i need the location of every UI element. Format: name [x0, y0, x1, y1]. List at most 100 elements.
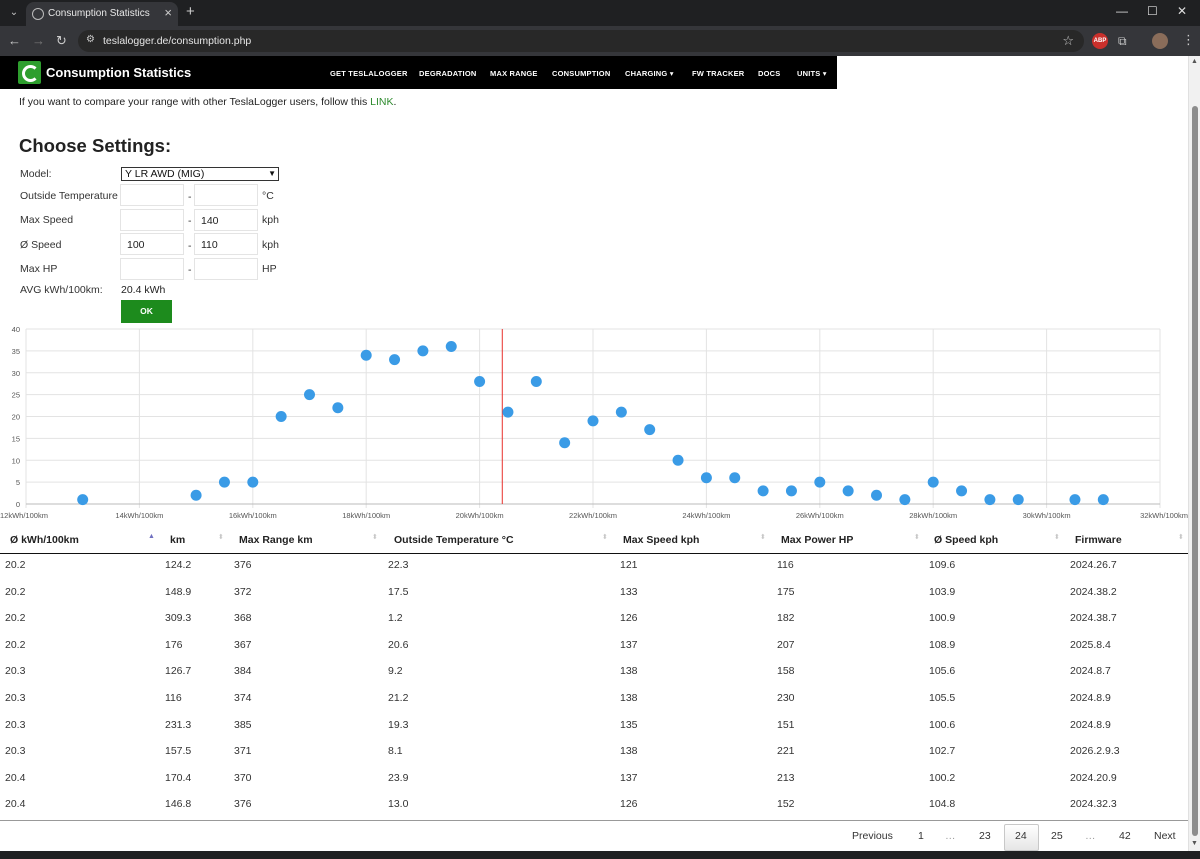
column-header[interactable]: Firmware [1075, 534, 1122, 546]
sort-icon[interactable]: ⬍ [914, 534, 920, 541]
sort-icon[interactable]: ⬍ [1054, 534, 1060, 541]
pagination-next[interactable]: Next [1154, 830, 1176, 842]
avg-speed-from-input[interactable]: 100 [120, 233, 184, 255]
scrollbar-thumb[interactable] [1192, 106, 1198, 836]
window-close-icon[interactable]: ✕ [1177, 4, 1188, 18]
sort-icon[interactable]: ⬍ [602, 534, 608, 541]
pagination-ellipsis: … [1085, 830, 1096, 842]
outside-temp-to-input[interactable] [194, 184, 258, 206]
column-header[interactable]: Ø kWh/100km [10, 534, 79, 546]
nav-degradation[interactable]: DEGRADATION [419, 69, 477, 78]
table-cell: 2024.38.7 [1070, 612, 1117, 625]
scroll-down-icon[interactable]: ▼ [1191, 840, 1198, 847]
site-brand[interactable]: Consumption Statistics [46, 65, 192, 80]
table-cell: 102.7 [929, 745, 956, 758]
ok-button[interactable]: OK [121, 300, 172, 323]
table-header: Ø kWh/100km ▲ km ⬍ Max Range km ⬍ Outsid… [0, 526, 1188, 554]
pagination-page[interactable]: 23 [979, 830, 991, 842]
max-hp-unit: HP [262, 263, 277, 275]
browser-tab[interactable]: Consumption Statistics × [26, 2, 178, 26]
pagination-page[interactable]: 1 [918, 830, 924, 842]
nav-max-range[interactable]: MAX RANGE [490, 69, 538, 78]
outside-temp-label: Outside Temperature [20, 190, 118, 202]
table-cell: 176 [165, 638, 183, 651]
sort-icon[interactable]: ⬍ [218, 534, 224, 541]
data-point [956, 485, 968, 497]
table-cell: 133 [620, 585, 638, 598]
nav-consumption[interactable]: CONSUMPTION [552, 69, 611, 78]
sort-icon[interactable]: ⬍ [760, 534, 766, 541]
table-row: 20.2 176 367 20.6 137 207 108.9 2025.8.4 [0, 633, 1188, 660]
table-cell: 13.0 [388, 798, 409, 811]
data-point [757, 485, 769, 497]
y-tick-label: 30 [12, 369, 20, 378]
table-cell: 2024.8.7 [1070, 665, 1111, 678]
column-header[interactable]: Max Speed kph [623, 534, 700, 546]
tab-search-icon[interactable]: ⌄ [9, 7, 19, 18]
table-cell: 19.3 [388, 718, 409, 731]
caret-down-icon: ▾ [822, 69, 827, 78]
forward-icon[interactable]: → [32, 33, 45, 48]
back-icon[interactable]: ← [8, 33, 21, 48]
close-icon[interactable]: × [164, 5, 172, 20]
site-info-icon[interactable]: ⚙ [86, 34, 95, 45]
y-tick-label: 15 [12, 434, 20, 443]
data-point [899, 494, 911, 506]
browser-menu-icon[interactable]: ⋮ [1182, 32, 1195, 47]
outside-temp-from-input[interactable] [120, 184, 184, 206]
table-cell: 370 [234, 771, 252, 784]
scroll-up-icon[interactable]: ▲ [1191, 58, 1198, 65]
max-speed-from-input[interactable] [120, 209, 184, 231]
max-hp-from-input[interactable] [120, 258, 184, 280]
nav-docs[interactable]: DOCS [758, 69, 781, 78]
max-speed-to-input[interactable]: 140 [194, 209, 258, 231]
x-tick-label: 22kWh/100km [569, 511, 617, 520]
reload-icon[interactable]: ↻ [56, 33, 67, 48]
pagination-page[interactable]: 42 [1119, 830, 1131, 842]
page-scrollbar[interactable]: ▲ ▼ [1188, 56, 1200, 851]
x-tick-label: 24kWh/100km [682, 511, 730, 520]
data-point [417, 345, 429, 357]
extensions-puzzle-icon[interactable]: ⧉ [1118, 34, 1127, 48]
table-cell: 8.1 [388, 745, 403, 758]
avg-speed-to-input[interactable]: 110 [194, 233, 258, 255]
column-header[interactable]: Ø Speed kph [934, 534, 999, 546]
window-bottom-edge [0, 851, 1200, 859]
column-header[interactable]: km [170, 534, 186, 546]
nav-units[interactable]: UNITS ▾ [797, 69, 827, 78]
nav-charging[interactable]: CHARGING ▾ [625, 69, 674, 78]
sort-asc-icon[interactable]: ▲ [148, 533, 155, 540]
url-bar[interactable]: ⚙ teslalogger.de/consumption.php ☆ [78, 30, 1084, 52]
new-tab-icon[interactable]: + [186, 3, 195, 20]
pagination-previous[interactable]: Previous [852, 830, 893, 842]
table-cell: 2024.38.2 [1070, 585, 1117, 598]
column-header[interactable]: Max Power HP [781, 534, 854, 546]
model-select[interactable]: Y LR AWD (MIG) ▼ [121, 167, 279, 181]
table-cell: 105.5 [929, 692, 956, 704]
teslalogger-logo-icon[interactable] [18, 61, 41, 84]
sort-icon[interactable]: ⬍ [372, 534, 378, 541]
compare-link[interactable]: LINK [370, 96, 394, 108]
max-hp-label: Max HP [20, 263, 58, 275]
nav-fw-tracker[interactable]: FW TRACKER [692, 69, 745, 78]
max-hp-to-input[interactable] [194, 258, 258, 280]
data-point [842, 485, 854, 497]
bookmark-star-icon[interactable]: ☆ [1062, 33, 1074, 48]
sort-icon[interactable]: ⬍ [1178, 534, 1184, 541]
minimize-icon[interactable]: — [1116, 4, 1128, 18]
maximize-icon[interactable]: ☐ [1147, 4, 1158, 18]
avg-speed-unit: kph [262, 239, 279, 251]
column-header[interactable]: Max Range km [239, 534, 313, 546]
table-cell: 146.8 [165, 798, 192, 811]
column-header[interactable]: Outside Temperature °C [394, 534, 514, 546]
adblock-extension-icon[interactable]: ABP [1092, 33, 1108, 49]
pagination-page[interactable]: 25 [1051, 830, 1063, 842]
pagination-current-page[interactable]: 24 [1015, 830, 1027, 842]
nav-get-teslalogger[interactable]: GET TESLALOGGER [330, 69, 408, 78]
pagination-current-box[interactable] [1004, 824, 1039, 851]
range-dash: - [188, 264, 192, 276]
profile-avatar[interactable] [1152, 33, 1168, 49]
chevron-down-icon: ▼ [268, 169, 276, 178]
avg-consumption-value: 20.4 kWh [121, 284, 166, 296]
table-row: 20.3 116 374 21.2 138 230 105.5 2024.8.9 [0, 686, 1188, 713]
